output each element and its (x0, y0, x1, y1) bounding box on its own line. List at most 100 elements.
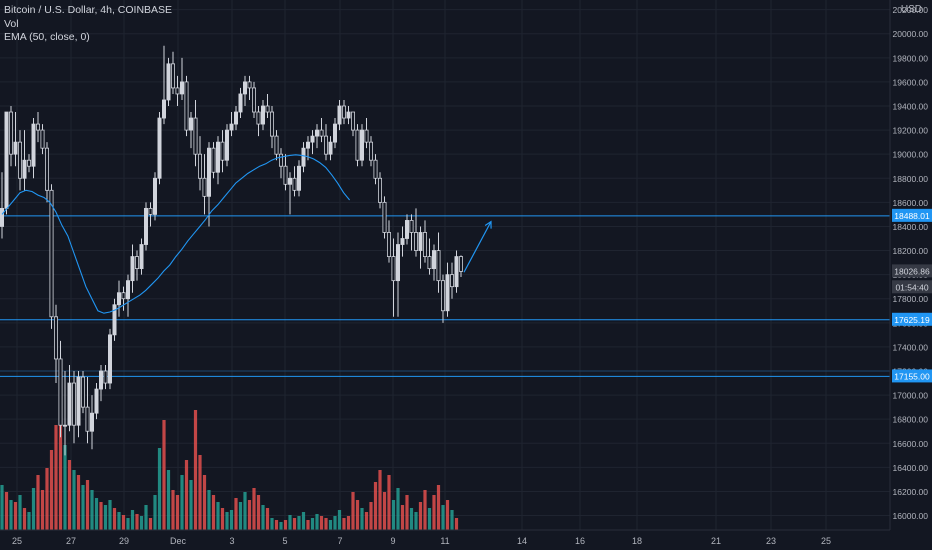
volume-bar (400, 505, 405, 530)
candle-body (328, 141, 333, 155)
candle-body (8, 111, 13, 155)
volume-bar (436, 485, 441, 530)
price-tick-label: 16600.00 (893, 439, 929, 449)
candle-body (413, 232, 418, 251)
volume-bar (387, 475, 391, 530)
volume-bar (67, 460, 72, 530)
volume-bar (369, 502, 373, 530)
volume-bar (288, 515, 292, 530)
time-tick-label: 25 (12, 536, 22, 546)
symbol-title[interactable]: Bitcoin / U.S. Dollar, 4h, COINBASE (4, 4, 173, 16)
horizontal-lines[interactable] (0, 215, 890, 377)
candle-body (364, 129, 369, 143)
volume-bar (382, 492, 387, 530)
candle-body (382, 201, 387, 233)
candle-body (130, 256, 135, 282)
volume-bar (45, 468, 49, 530)
candle-body (4, 111, 9, 209)
candle-body (13, 141, 18, 155)
volume-bar (243, 492, 247, 530)
candle-countdown-label-box (892, 280, 932, 294)
volume-bar (4, 492, 9, 530)
time-tick-label: 29 (119, 536, 129, 546)
volume-bar (360, 508, 364, 530)
candle-body (458, 256, 463, 272)
candle-body (404, 220, 409, 239)
candle-body (76, 376, 81, 426)
candle-body (90, 412, 95, 432)
price-tick-label: 18600.00 (893, 198, 929, 208)
candle-body (148, 207, 153, 215)
volume-bar (301, 512, 306, 530)
time-tick-label: 16 (575, 536, 585, 546)
time-tick-label: 11 (440, 536, 449, 546)
volume-bar (202, 475, 207, 530)
candle-body (431, 250, 436, 270)
chart-legend: Bitcoin / U.S. Dollar, 4h, COINBASE Vol … (4, 4, 172, 45)
volume-bar (13, 502, 18, 530)
time-tick-label: 3 (229, 536, 234, 546)
volume-bar (454, 518, 459, 530)
time-tick-label: 14 (517, 536, 527, 546)
candle-body (157, 117, 162, 179)
candle-body (166, 63, 171, 101)
volume-bar (432, 495, 436, 530)
volume-bars (0, 410, 459, 530)
candle-body (287, 177, 292, 185)
candle-body (296, 165, 301, 191)
ema-indicator-label[interactable]: EMA (50, close, 0) (4, 31, 90, 43)
candle-body (215, 141, 220, 173)
price-tick-label: 17000.00 (893, 391, 929, 401)
candle-body (373, 159, 378, 179)
time-axis[interactable] (0, 530, 932, 550)
candle-body (292, 177, 297, 191)
volume-bar (63, 445, 67, 530)
volume-bar (108, 500, 112, 530)
candle-body (17, 141, 22, 179)
candle-body (391, 256, 396, 282)
candle-body (22, 159, 27, 179)
price-tick-label: 19400.00 (893, 102, 929, 112)
candle-body (323, 135, 328, 155)
volume-bar (315, 514, 319, 530)
time-tick-label: 18 (632, 536, 642, 546)
volume-bar (58, 410, 63, 530)
candle-body (121, 292, 126, 300)
candle-body (143, 207, 148, 245)
volume-bar (18, 495, 22, 530)
candle-body (305, 141, 310, 149)
volume-bar (279, 522, 283, 530)
candle-body (301, 147, 306, 167)
volume-bar (112, 508, 117, 530)
last-price-label: 18026.86 (894, 266, 930, 276)
candle-body (440, 280, 445, 312)
candle-body (247, 81, 252, 89)
candle-body (427, 256, 432, 270)
candle-body (436, 250, 441, 282)
support-price-label-2-box (892, 369, 932, 383)
candle-body (395, 244, 400, 282)
volume-indicator-label[interactable]: Vol (4, 17, 19, 30)
candle-body (449, 274, 454, 288)
time-tick-label: 27 (66, 536, 76, 546)
candle-body (67, 382, 72, 426)
volume-bar (252, 488, 256, 530)
candle-body (233, 111, 238, 125)
volume-bar (346, 516, 351, 530)
candle-body (81, 376, 86, 408)
volume-bar (342, 518, 346, 530)
volume-bar (189, 480, 193, 530)
candle-body (54, 316, 59, 360)
volume-bar (40, 490, 45, 530)
projection-arrow[interactable] (463, 220, 492, 273)
candle-countdown-label: 01:54:40 (895, 282, 928, 292)
candle-body (197, 153, 202, 179)
candle-body (220, 141, 225, 161)
candle-body (310, 135, 315, 143)
candle-body (265, 105, 270, 113)
price-tick-label: 17400.00 (893, 342, 929, 352)
volume-bar (216, 502, 220, 530)
candle-body (283, 165, 288, 185)
volume-bar (207, 490, 211, 530)
